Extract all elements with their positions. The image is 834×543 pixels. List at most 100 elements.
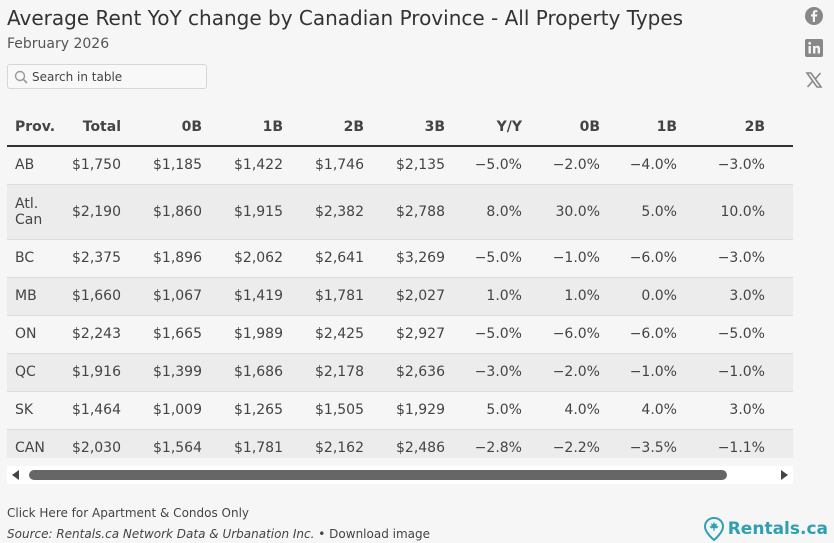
province-cell: BC	[7, 239, 69, 278]
value-cell: 4.0%	[628, 391, 705, 430]
province-cell: MB	[7, 277, 69, 316]
province-cell: ON	[7, 315, 69, 354]
value-cell: $1,009	[149, 391, 230, 430]
province-cell: QC	[7, 353, 69, 392]
value-cell: $1,422	[230, 146, 311, 185]
x-icon[interactable]	[804, 70, 824, 90]
value-cell: −6.0%	[628, 315, 705, 354]
table-row: MB $1,660 $1,067 $1,419 $1,781 $2,027 1.0% 1.0%…	[7, 277, 793, 316]
value-cell: −1.0%	[628, 353, 705, 392]
column-header[interactable]: 0B	[149, 108, 230, 147]
value-cell: $1,419	[230, 277, 311, 316]
search-input[interactable]	[32, 67, 202, 86]
column-header[interactable]: 3B	[392, 108, 473, 147]
value-cell: $2,243	[69, 315, 149, 354]
chart-title: Average Rent YoY change by Canadian Prov…	[7, 6, 684, 30]
brand-name: Rentals.ca	[727, 519, 828, 539]
table-row: SK $1,464 $1,009 $1,265 $1,505 $1,929 5.0% 4.0%…	[7, 391, 793, 430]
value-cell: $2,030	[69, 429, 149, 458]
table-row: CAN $2,030 $1,564 $1,781 $2,162 $2,486 −2.8% −2…	[7, 429, 793, 458]
linkedin-icon[interactable]	[804, 38, 824, 58]
value-cell: $1,746	[311, 146, 392, 185]
value-cell: 0.0%	[628, 277, 705, 316]
value-cell: $1,464	[69, 391, 149, 430]
value-cell: 1.0%	[473, 277, 550, 316]
maple-leaf-pin-icon	[703, 517, 724, 541]
value-cell: $1,665	[149, 315, 230, 354]
value-cell: −3.5%	[628, 429, 705, 458]
search-icon	[14, 70, 28, 84]
column-header[interactable]: 0B	[550, 108, 628, 147]
value-cell: $1,265	[230, 391, 311, 430]
value-cell: $1,915	[230, 184, 311, 240]
value-cell: 8.0%	[473, 184, 550, 240]
value-cell: 4.0%	[550, 391, 628, 430]
value-cell: $2,788	[392, 184, 473, 240]
scrollbar-thumb[interactable]	[29, 470, 727, 480]
value-cell: $2,375	[69, 239, 149, 278]
province-cell: CAN	[7, 429, 69, 458]
value-cell: −3.0%	[705, 239, 793, 278]
value-cell: −1.0%	[705, 353, 793, 392]
value-cell: $1,185	[149, 146, 230, 185]
value-cell: $2,162	[311, 429, 392, 458]
column-header[interactable]: 2B	[311, 108, 392, 147]
horizontal-scrollbar[interactable]	[7, 466, 793, 484]
value-cell: $2,641	[311, 239, 392, 278]
value-cell: −2.0%	[550, 146, 628, 185]
value-cell: $1,989	[230, 315, 311, 354]
value-cell: $2,062	[230, 239, 311, 278]
value-cell: $2,486	[392, 429, 473, 458]
value-cell: $1,916	[69, 353, 149, 392]
value-cell: 5.0%	[473, 391, 550, 430]
value-cell: $1,505	[311, 391, 392, 430]
table-row: Atl. Can $2,190 $1,860 $1,915 $2,382 $2,788 8.0…	[7, 184, 793, 240]
value-cell: −3.0%	[705, 146, 793, 185]
value-cell: $1,929	[392, 391, 473, 430]
value-cell: $2,190	[69, 184, 149, 240]
column-header[interactable]: Prov.	[7, 108, 69, 147]
apartment-condos-link[interactable]: Click Here for Apartment & Condos Only	[7, 506, 250, 520]
value-cell: 1.0%	[550, 277, 628, 316]
facebook-icon[interactable]	[804, 6, 824, 26]
value-cell: −3.0%	[473, 353, 550, 392]
brand-logo[interactable]: Rentals.ca	[703, 516, 828, 542]
value-cell: 3.0%	[705, 277, 793, 316]
column-header[interactable]: 1B	[628, 108, 705, 147]
value-cell: $1,686	[230, 353, 311, 392]
download-image-link[interactable]: • Download image	[318, 527, 431, 541]
value-cell: $1,399	[149, 353, 230, 392]
value-cell: −2.0%	[550, 353, 628, 392]
column-header[interactable]: Y/Y	[473, 108, 550, 147]
value-cell: $1,860	[149, 184, 230, 240]
value-cell: $1,067	[149, 277, 230, 316]
value-cell: −2.2%	[550, 429, 628, 458]
column-header[interactable]: Total	[69, 108, 149, 147]
chart-subtitle: February 2026	[7, 36, 110, 52]
value-cell: −2.8%	[473, 429, 550, 458]
value-cell: 3.0%	[705, 391, 793, 430]
value-cell: −1.0%	[550, 239, 628, 278]
value-cell: −1.1%	[705, 429, 793, 458]
value-cell: $3,269	[392, 239, 473, 278]
scroll-right-arrow-icon[interactable]	[779, 470, 789, 480]
value-cell: $1,781	[230, 429, 311, 458]
table-row: BC $2,375 $1,896 $2,062 $2,641 $3,269 −5.0% −1.…	[7, 239, 793, 278]
value-cell: 10.0%	[705, 184, 793, 240]
value-cell: $2,027	[392, 277, 473, 316]
value-cell: $1,781	[311, 277, 392, 316]
value-cell: $2,135	[392, 146, 473, 185]
table-row: AB $1,750 $1,185 $1,422 $1,746 $2,135 −5.0% −2.…	[7, 146, 793, 185]
value-cell: $2,425	[311, 315, 392, 354]
province-cell: Atl. Can	[7, 184, 69, 240]
value-cell: $2,636	[392, 353, 473, 392]
column-header[interactable]: 2B	[705, 108, 793, 147]
value-cell: 30.0%	[550, 184, 628, 240]
table-search	[7, 64, 207, 89]
table-header-row: Prov. Total 0B 1B 2B 3B Y/Y 0B 1B 2B	[7, 108, 793, 147]
value-cell: $1,750	[69, 146, 149, 185]
province-cell: AB	[7, 146, 69, 185]
value-cell: −5.0%	[473, 146, 550, 185]
column-header[interactable]: 1B	[230, 108, 311, 147]
scroll-left-arrow-icon[interactable]	[11, 470, 21, 480]
